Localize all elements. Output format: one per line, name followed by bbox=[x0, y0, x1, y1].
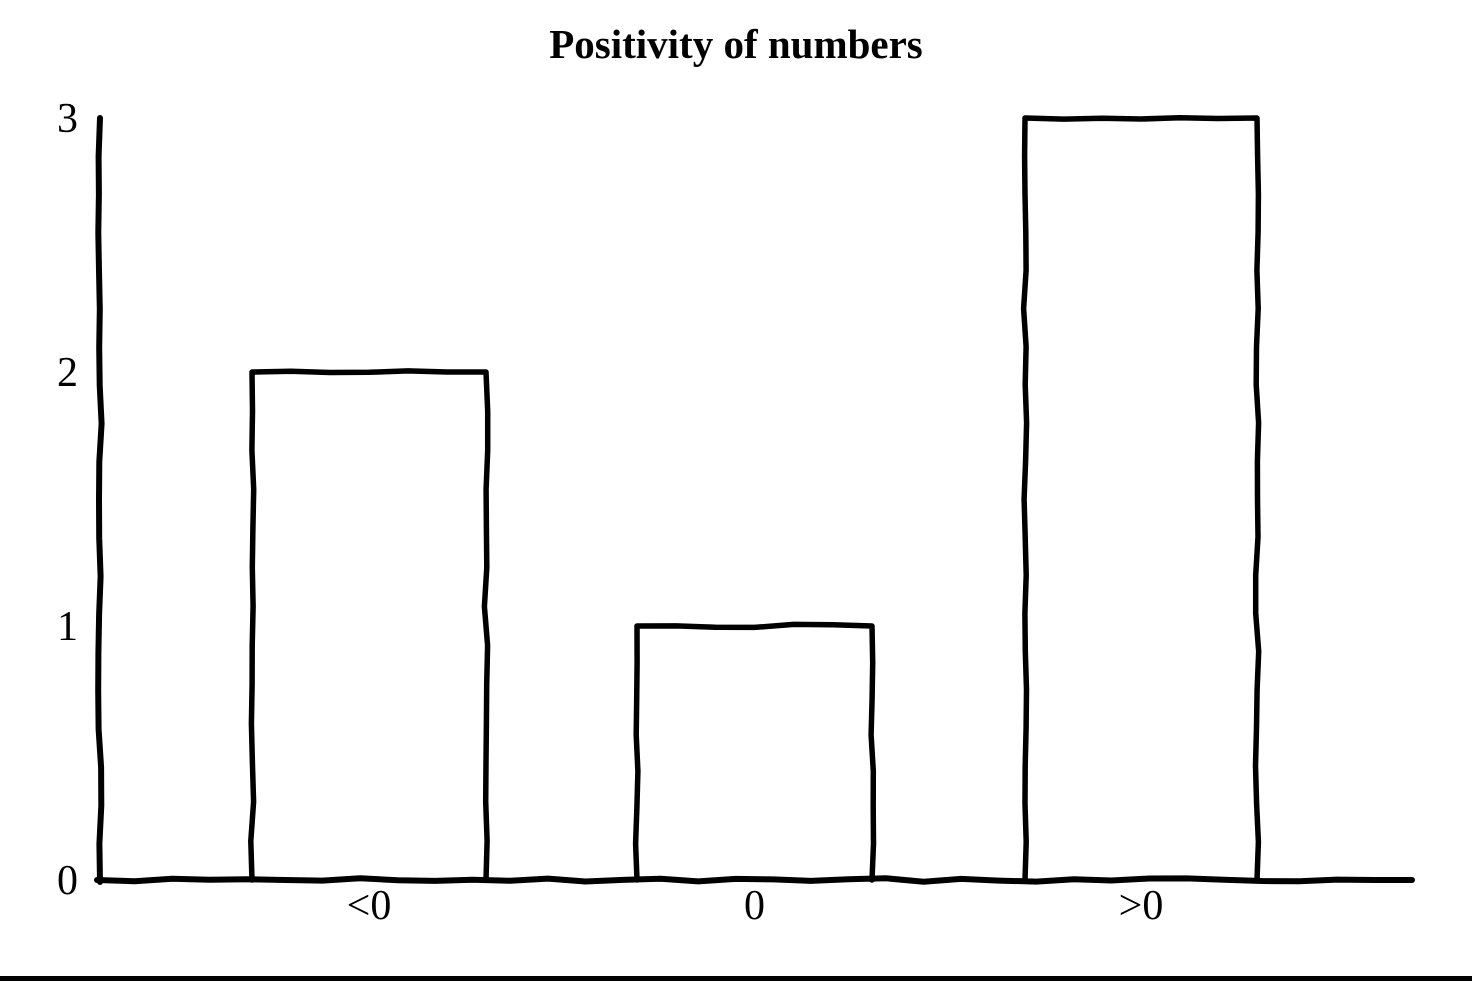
x-axis-line bbox=[94, 875, 1415, 885]
y-axis-line bbox=[95, 115, 105, 885]
bar-outline bbox=[1020, 115, 1262, 883]
y-tick-label: 0 bbox=[57, 858, 78, 904]
y-tick-label: 1 bbox=[57, 604, 78, 650]
x-category-label: >0 bbox=[1119, 883, 1164, 929]
chart-title: Positivity of numbers bbox=[549, 21, 923, 67]
bar-outline bbox=[632, 621, 877, 883]
bar-outline bbox=[248, 368, 491, 883]
x-category-label: 0 bbox=[744, 883, 765, 929]
y-tick-label: 2 bbox=[57, 350, 78, 396]
x-category-label: <0 bbox=[347, 883, 392, 929]
page-bottom-divider bbox=[0, 976, 1472, 981]
y-tick-label: 3 bbox=[57, 96, 78, 142]
